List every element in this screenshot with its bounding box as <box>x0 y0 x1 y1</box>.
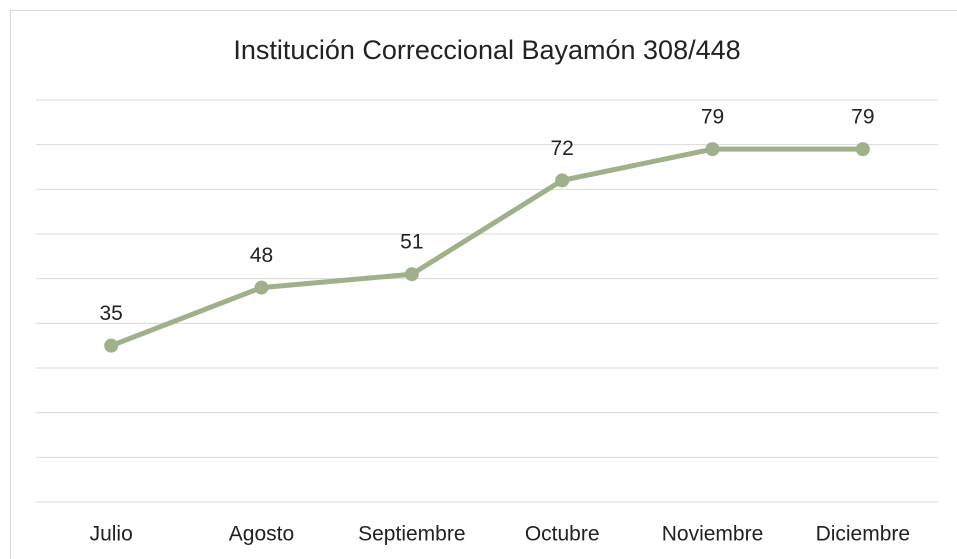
data-label: 79 <box>701 106 724 129</box>
x-tick-label: Julio <box>90 523 133 546</box>
chart-title: Institución Correccional Bayamón 308/448 <box>233 35 740 65</box>
point <box>254 280 269 295</box>
data-label: 35 <box>99 302 122 325</box>
chart-border <box>10 10 957 559</box>
x-tick-label: Diciembre <box>816 523 911 546</box>
point <box>555 173 570 188</box>
data-label: 51 <box>400 231 423 254</box>
data-label: 48 <box>250 244 273 267</box>
data-label: 72 <box>550 137 573 160</box>
point <box>104 338 119 353</box>
x-tick-label: Septiembre <box>358 523 465 546</box>
x-tick-label: Agosto <box>229 523 294 546</box>
point <box>855 142 870 157</box>
point <box>404 267 419 282</box>
data-label: 79 <box>851 106 874 129</box>
x-tick-label: Noviembre <box>662 523 764 546</box>
point <box>705 142 720 157</box>
line <box>110 146 863 348</box>
x-tick-label: Octubre <box>525 523 600 546</box>
